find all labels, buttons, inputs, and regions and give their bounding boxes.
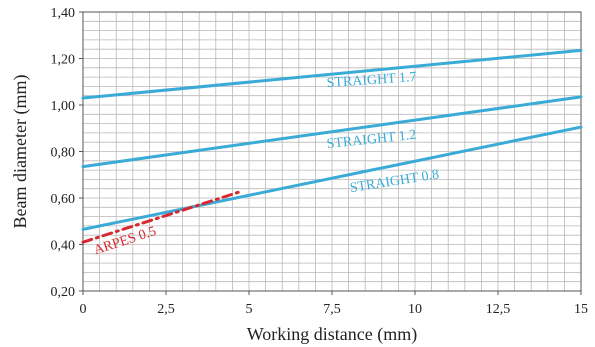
x-tick-label: 7,5 — [323, 302, 341, 317]
x-tick-label: 10 — [408, 302, 422, 317]
x-tick-label: 5 — [246, 302, 253, 317]
y-tick-label: 1,40 — [51, 6, 76, 21]
series-line-straight-0-8 — [81, 125, 583, 231]
series-line-straight-1-7 — [81, 48, 583, 100]
grid — [83, 12, 581, 291]
x-tick-label: 0 — [80, 302, 87, 317]
x-tick-label: 12,5 — [486, 302, 511, 317]
x-tick-label: 2,5 — [157, 302, 175, 317]
series-line-straight-1-2 — [81, 95, 583, 169]
y-tick-label: 1,20 — [51, 53, 76, 68]
y-tick-label: 0,60 — [51, 192, 76, 207]
x-axis: 0 2,5 5 7,5 10 12,5 15 — [80, 291, 588, 317]
y-axis-title: Beam diameter (mm) — [10, 75, 31, 229]
series-label: STRAIGHT 1.7 — [326, 70, 417, 91]
y-tick-label: 1,00 — [51, 99, 76, 114]
y-tick-label: 0,20 — [51, 285, 76, 300]
y-tick-label: 0,80 — [51, 146, 76, 161]
y-tick-label: 0,40 — [51, 239, 76, 254]
x-axis-title: Working distance (mm) — [247, 324, 418, 345]
y-axis: 0,20 0,40 0,60 0,80 1,00 1,20 1,40 — [51, 6, 83, 300]
x-tick-label: 15 — [574, 302, 588, 317]
series-line-arpes-0-5 — [81, 189, 244, 244]
